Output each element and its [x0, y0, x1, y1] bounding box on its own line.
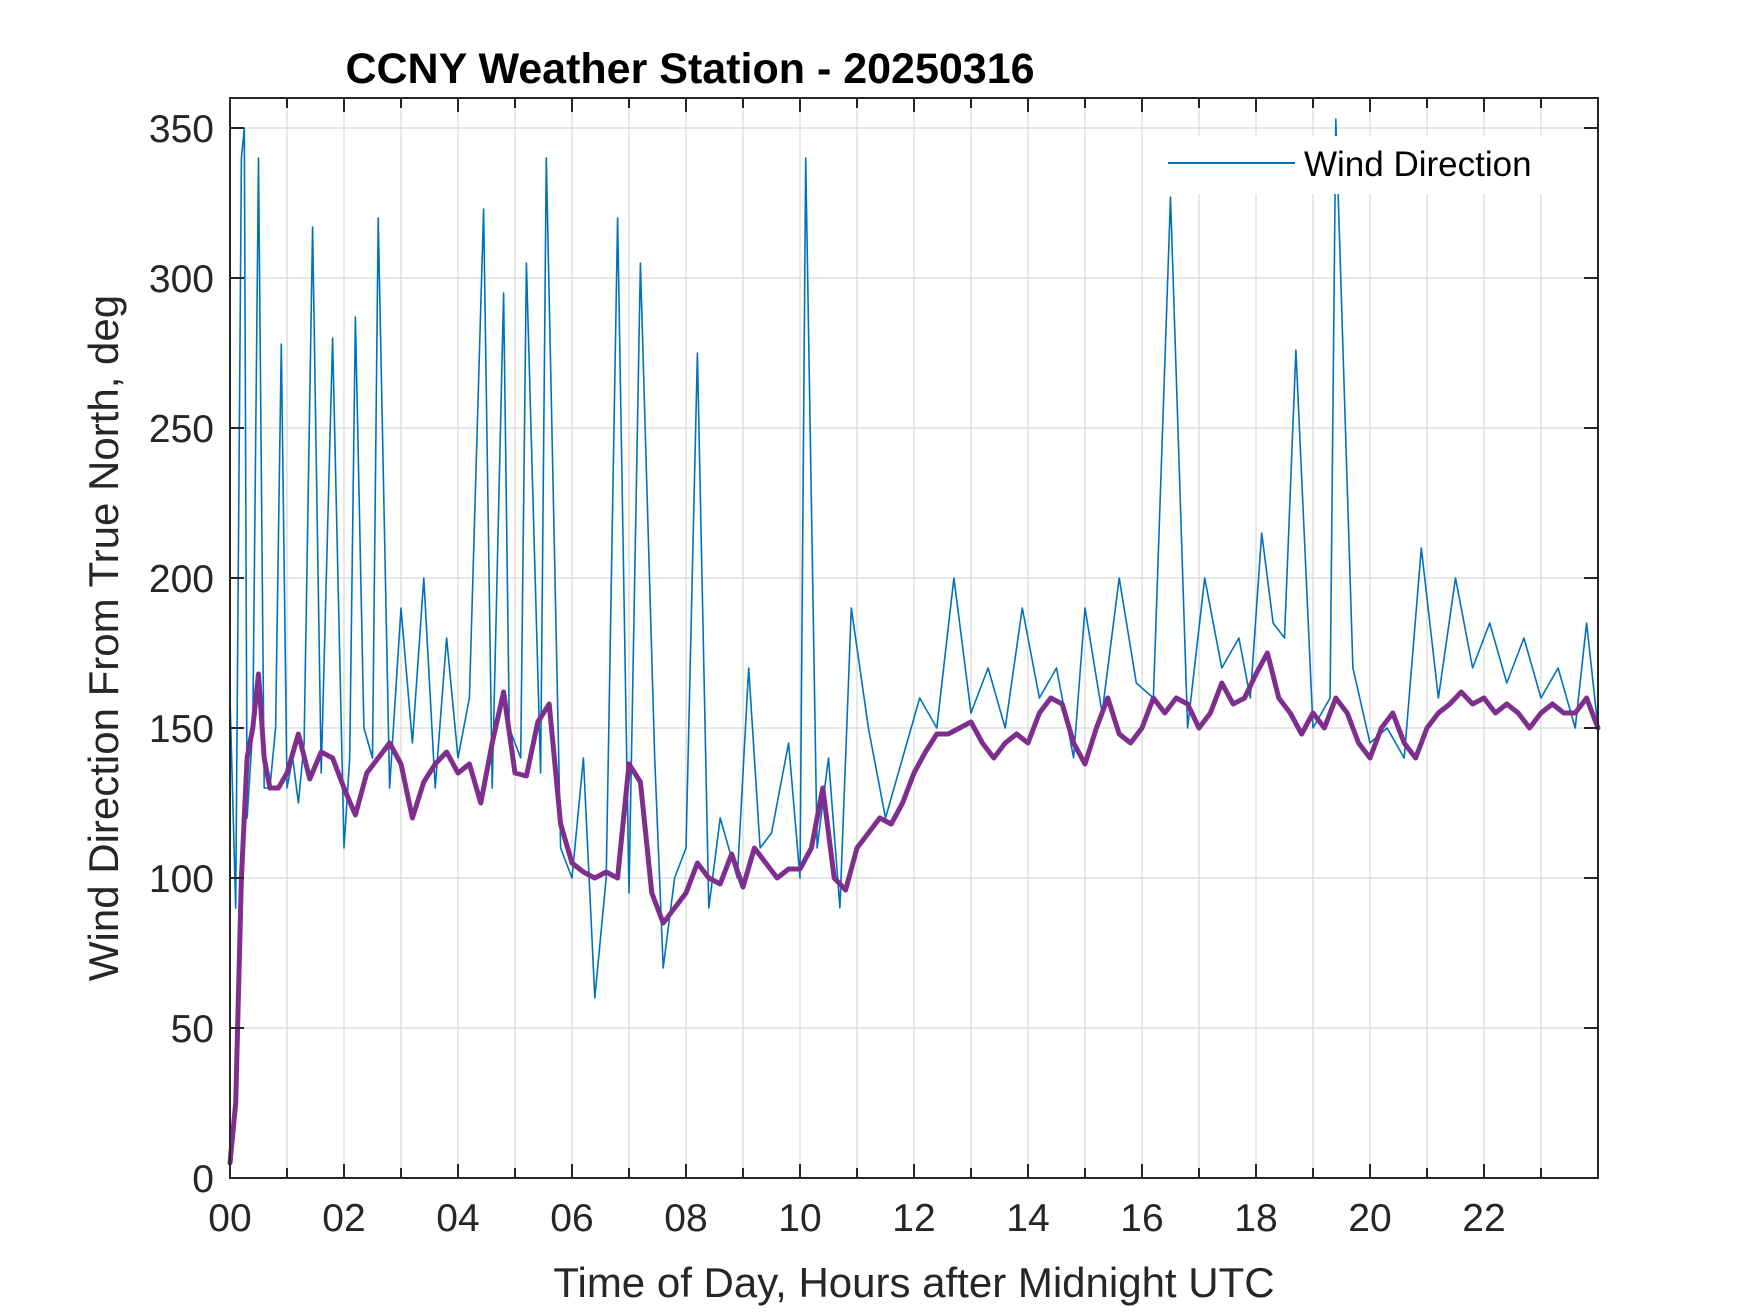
y-tick-label: 300: [149, 258, 214, 301]
plot-frame: [229, 97, 1599, 1179]
y-tick-label: 200: [149, 558, 214, 601]
x-axis-label: Time of Day, Hours after Midnight UTC: [553, 1259, 1274, 1306]
x-tick-label: 22: [1462, 1197, 1505, 1240]
x-tick-label: 08: [664, 1197, 707, 1240]
y-tick-label: 150: [149, 708, 214, 751]
series-line-smoothed: [227, 650, 1601, 1166]
y-tick-label: 350: [149, 108, 214, 151]
x-tick-label: 10: [778, 1197, 821, 1240]
series-line-wind-direction: [229, 118, 1599, 999]
tick-marks: [229, 98, 1599, 1179]
x-tick-labels: 00 02 04 06 08 10 12 14 16 18 20 22: [208, 1197, 1505, 1240]
x-tick-label: 00: [208, 1197, 251, 1240]
chart-title: CCNY Weather Station - 20250316: [345, 45, 1034, 93]
x-tick-label: 12: [892, 1197, 935, 1240]
series-layer: [227, 118, 1601, 1166]
x-tick-label: 04: [436, 1197, 479, 1240]
x-tick-label: 18: [1234, 1197, 1277, 1240]
y-tick-label: 100: [149, 858, 214, 901]
x-tick-label: 06: [550, 1197, 593, 1240]
x-tick-label: 02: [322, 1197, 365, 1240]
x-tick-label: 16: [1120, 1197, 1163, 1240]
y-tick-labels: 0 50 100 150 200 250 300 350: [149, 108, 214, 1201]
y-tick-label: 0: [192, 1158, 214, 1201]
legend: Wind Direction: [1162, 136, 1550, 194]
x-tick-label: 14: [1006, 1197, 1049, 1240]
legend-label-wind-direction: Wind Direction: [1304, 145, 1532, 184]
y-axis-label: Wind Direction From True North, deg: [80, 295, 127, 981]
y-tick-label: 50: [171, 1008, 214, 1051]
legend-box: [1162, 136, 1550, 194]
y-tick-label: 250: [149, 408, 214, 451]
grid-lines: [229, 98, 1599, 1179]
x-tick-label: 20: [1348, 1197, 1391, 1240]
